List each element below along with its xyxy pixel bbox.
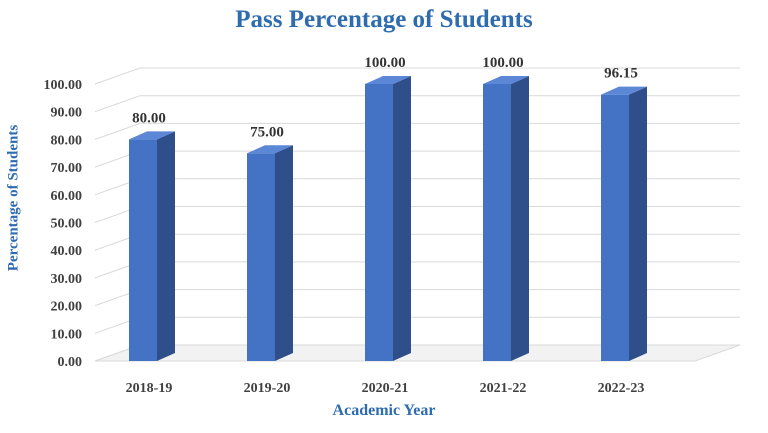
bar [601,94,629,362]
bar-side [393,76,411,361]
gridline [94,95,740,113]
gridline [94,67,740,85]
y-tick-label: 40.00 [51,244,83,259]
bar-top [247,145,293,154]
data-label: 80.00 [132,110,166,126]
x-tick-label: 2018-19 [126,381,173,396]
y-tick-label: 90.00 [51,106,83,121]
y-tick-label: 80.00 [51,133,83,148]
y-tick-label: 60.00 [51,189,83,204]
data-label: 96.15 [604,66,638,82]
x-axis-title: Academic Year [332,402,436,419]
bar-side [629,86,647,362]
bar-top [129,131,175,140]
y-tick-label: 0.00 [58,355,83,370]
bar [129,139,157,361]
bar-side [275,145,293,361]
bar-top [365,76,411,84]
bar-side [157,131,175,361]
x-tick-label: 2021-22 [480,381,527,396]
gridline [94,122,740,140]
x-tick-label: 2022-23 [598,381,645,396]
bar-top [601,86,647,95]
chart-title: Pass Percentage of Students [235,6,533,33]
y-tick-label: 100.00 [44,78,83,93]
bar [247,153,275,361]
y-tick-label: 70.00 [51,161,83,176]
data-label: 100.00 [482,55,523,71]
y-tick-label: 20.00 [51,300,83,315]
data-label: 75.00 [250,124,284,140]
bar [365,84,393,361]
x-tick-label: 2019-20 [244,381,291,396]
x-tick-label: 2020-21 [362,381,409,396]
data-label: 100.00 [364,55,405,71]
bar [483,84,511,361]
bar-side [511,76,529,361]
y-tick-label: 50.00 [51,217,83,232]
bar-top [483,76,529,84]
y-tick-label: 30.00 [51,272,83,287]
y-tick-label: 10.00 [51,327,83,342]
